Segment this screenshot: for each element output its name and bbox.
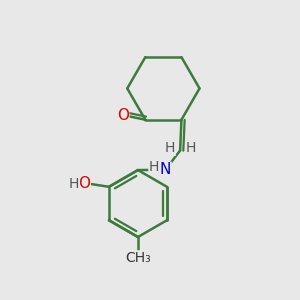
Text: H: H	[165, 141, 175, 155]
Text: O: O	[78, 176, 90, 191]
Text: O: O	[117, 108, 129, 123]
Text: H: H	[69, 177, 80, 190]
Text: H: H	[149, 160, 159, 174]
Text: H: H	[186, 141, 196, 155]
Text: N: N	[160, 162, 171, 177]
Text: CH₃: CH₃	[125, 251, 151, 265]
